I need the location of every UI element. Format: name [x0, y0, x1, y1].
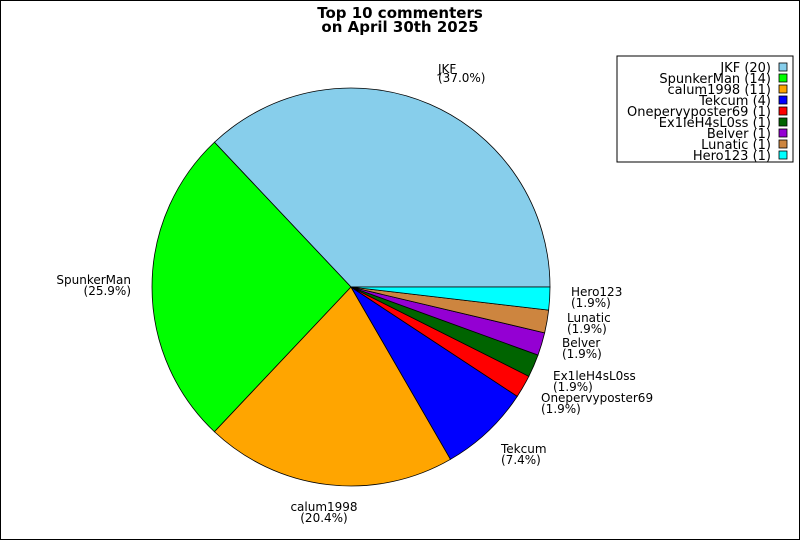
legend-label-lunatic: Lunatic (1) [701, 138, 771, 153]
legend-label-onepervyposter69: Onepervyposter69 (1) [627, 105, 771, 120]
legend-swatch-ex1leh4sl0ss [778, 117, 788, 127]
legend-swatch-onepervyposter69 [778, 106, 788, 116]
legend: JKF (20)SpunkerMan (14)calum1998 (11)Tek… [616, 55, 794, 164]
slice-percent-onepervyposter69: (1.9%) [541, 402, 581, 416]
chart-subtitle: on April 30th 2025 [321, 18, 478, 36]
legend-swatch-jkf [778, 62, 788, 72]
slice-percent-hero123: (1.9%) [571, 296, 611, 310]
legend-label-spunkerman: SpunkerMan (14) [659, 72, 771, 87]
slice-hero123 [350, 286, 551, 311]
slice-jkf [213, 87, 551, 288]
slice-percent-tekcum: (7.4%) [501, 453, 541, 467]
legend-swatch-tekcum [778, 95, 788, 105]
slice-percent-jkf: (37.0%) [438, 71, 485, 85]
slice-label-ex1leh4sl0ss: Ex1leH4sL0ss [553, 369, 636, 383]
slice-calum1998 [213, 286, 452, 487]
slice-label-lunatic: Lunatic [567, 311, 611, 325]
slice-percent-lunatic: (1.9%) [567, 322, 607, 336]
slice-label-onepervyposter69: Onepervyposter69 [541, 391, 653, 405]
slice-percent-ex1leh4sl0ss: (1.9%) [553, 380, 593, 394]
slice-percent-calum1998: (20.4%) [300, 511, 347, 525]
legend-swatch-hero123 [778, 150, 788, 160]
legend-label-ex1leh4sl0ss: Ex1leH4sL0ss (1) [659, 116, 771, 131]
legend-label-belver: Belver (1) [707, 127, 771, 142]
slice-label-jkf: JKF [437, 62, 456, 76]
slice-percent-belver: (1.9%) [562, 347, 602, 361]
slice-labels: JKF(37.0%) SpunkerMan(25.9%) calum1998(20.… [56, 62, 653, 525]
slice-label-hero123: Hero123 [571, 285, 622, 299]
slice-label-belver: Belver [562, 336, 600, 350]
slice-label-calum1998: calum1998 [290, 500, 357, 514]
legend-swatch-belver [778, 128, 788, 138]
chart-title: Top 10 commenters [317, 4, 483, 22]
pie-slices [151, 87, 551, 487]
slice-percent-spunkerman: (25.9%) [84, 284, 131, 298]
legend-box [616, 55, 794, 163]
legend-label-hero123: Hero123 (1) [693, 149, 771, 164]
legend-swatch-lunatic [778, 139, 788, 149]
legend-swatch-calum1998 [778, 84, 788, 94]
slice-label-tekcum: Tekcum [500, 442, 547, 456]
legend-swatch-spunkerman [778, 73, 788, 83]
slice-label-spunkerman: SpunkerMan [56, 273, 131, 287]
legend-label-calum1998: calum1998 (11) [667, 83, 771, 98]
legend-label-jkf: JKF (20) [719, 61, 771, 76]
legend-label-tekcum: Tekcum (4) [698, 94, 771, 109]
slice-spunkerman [151, 141, 352, 433]
